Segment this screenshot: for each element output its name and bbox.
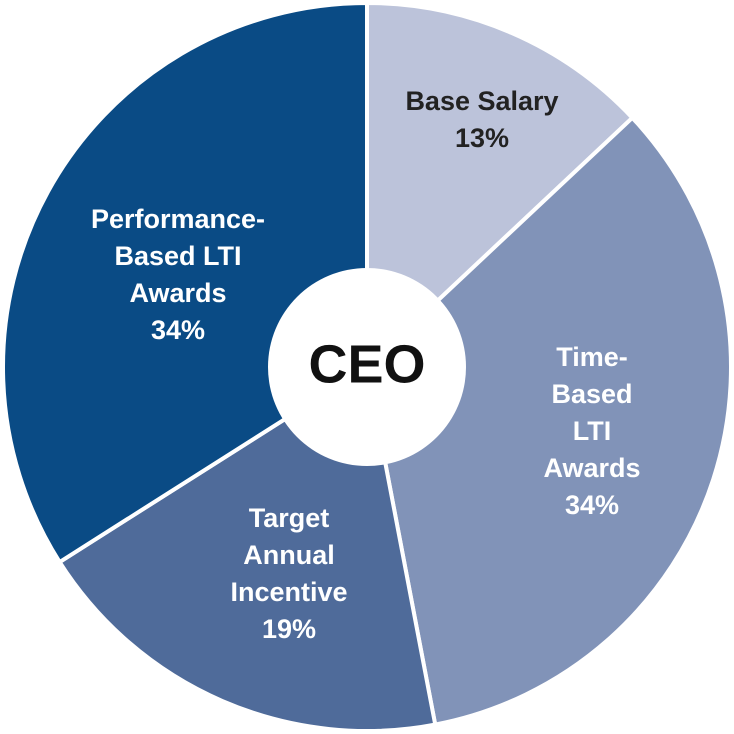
pie-labels: Base Salary 13% Time- Based LTI Awards 34% Targ… (91, 86, 641, 644)
label-line: Based LTI (114, 241, 241, 271)
label-line: Based (551, 379, 632, 409)
label-line: Performance- (91, 204, 265, 234)
center-hole (268, 268, 466, 466)
label-line: 19% (262, 614, 316, 644)
slice-time-based-lti-awards (364, 114, 733, 727)
label-line: 34% (151, 315, 205, 345)
label-line: Annual (243, 540, 335, 570)
label-time-based-lti-awards: Time- Based LTI Awards 34% (543, 342, 640, 520)
center-label: CEO (308, 334, 425, 394)
label-performance-based-lti-awards: Performance- Based LTI Awards 34% (91, 204, 265, 345)
slice-performance-based-lti-awards (1, 0, 369, 565)
label-line: LTI (573, 416, 611, 446)
label-line: Awards (543, 453, 640, 483)
label-line: 13% (455, 123, 509, 153)
label-line: Incentive (230, 577, 347, 607)
label-line: Awards (129, 278, 226, 308)
label-base-salary: Base Salary 13% (405, 86, 558, 153)
label-line: Time- (556, 342, 628, 372)
label-target-annual-incentive: Target Annual Incentive 19% (230, 503, 347, 644)
slice-base-salary (365, 0, 636, 372)
label-line: 34% (565, 490, 619, 520)
label-line: Target (249, 503, 330, 533)
label-line: Base Salary (405, 86, 558, 116)
